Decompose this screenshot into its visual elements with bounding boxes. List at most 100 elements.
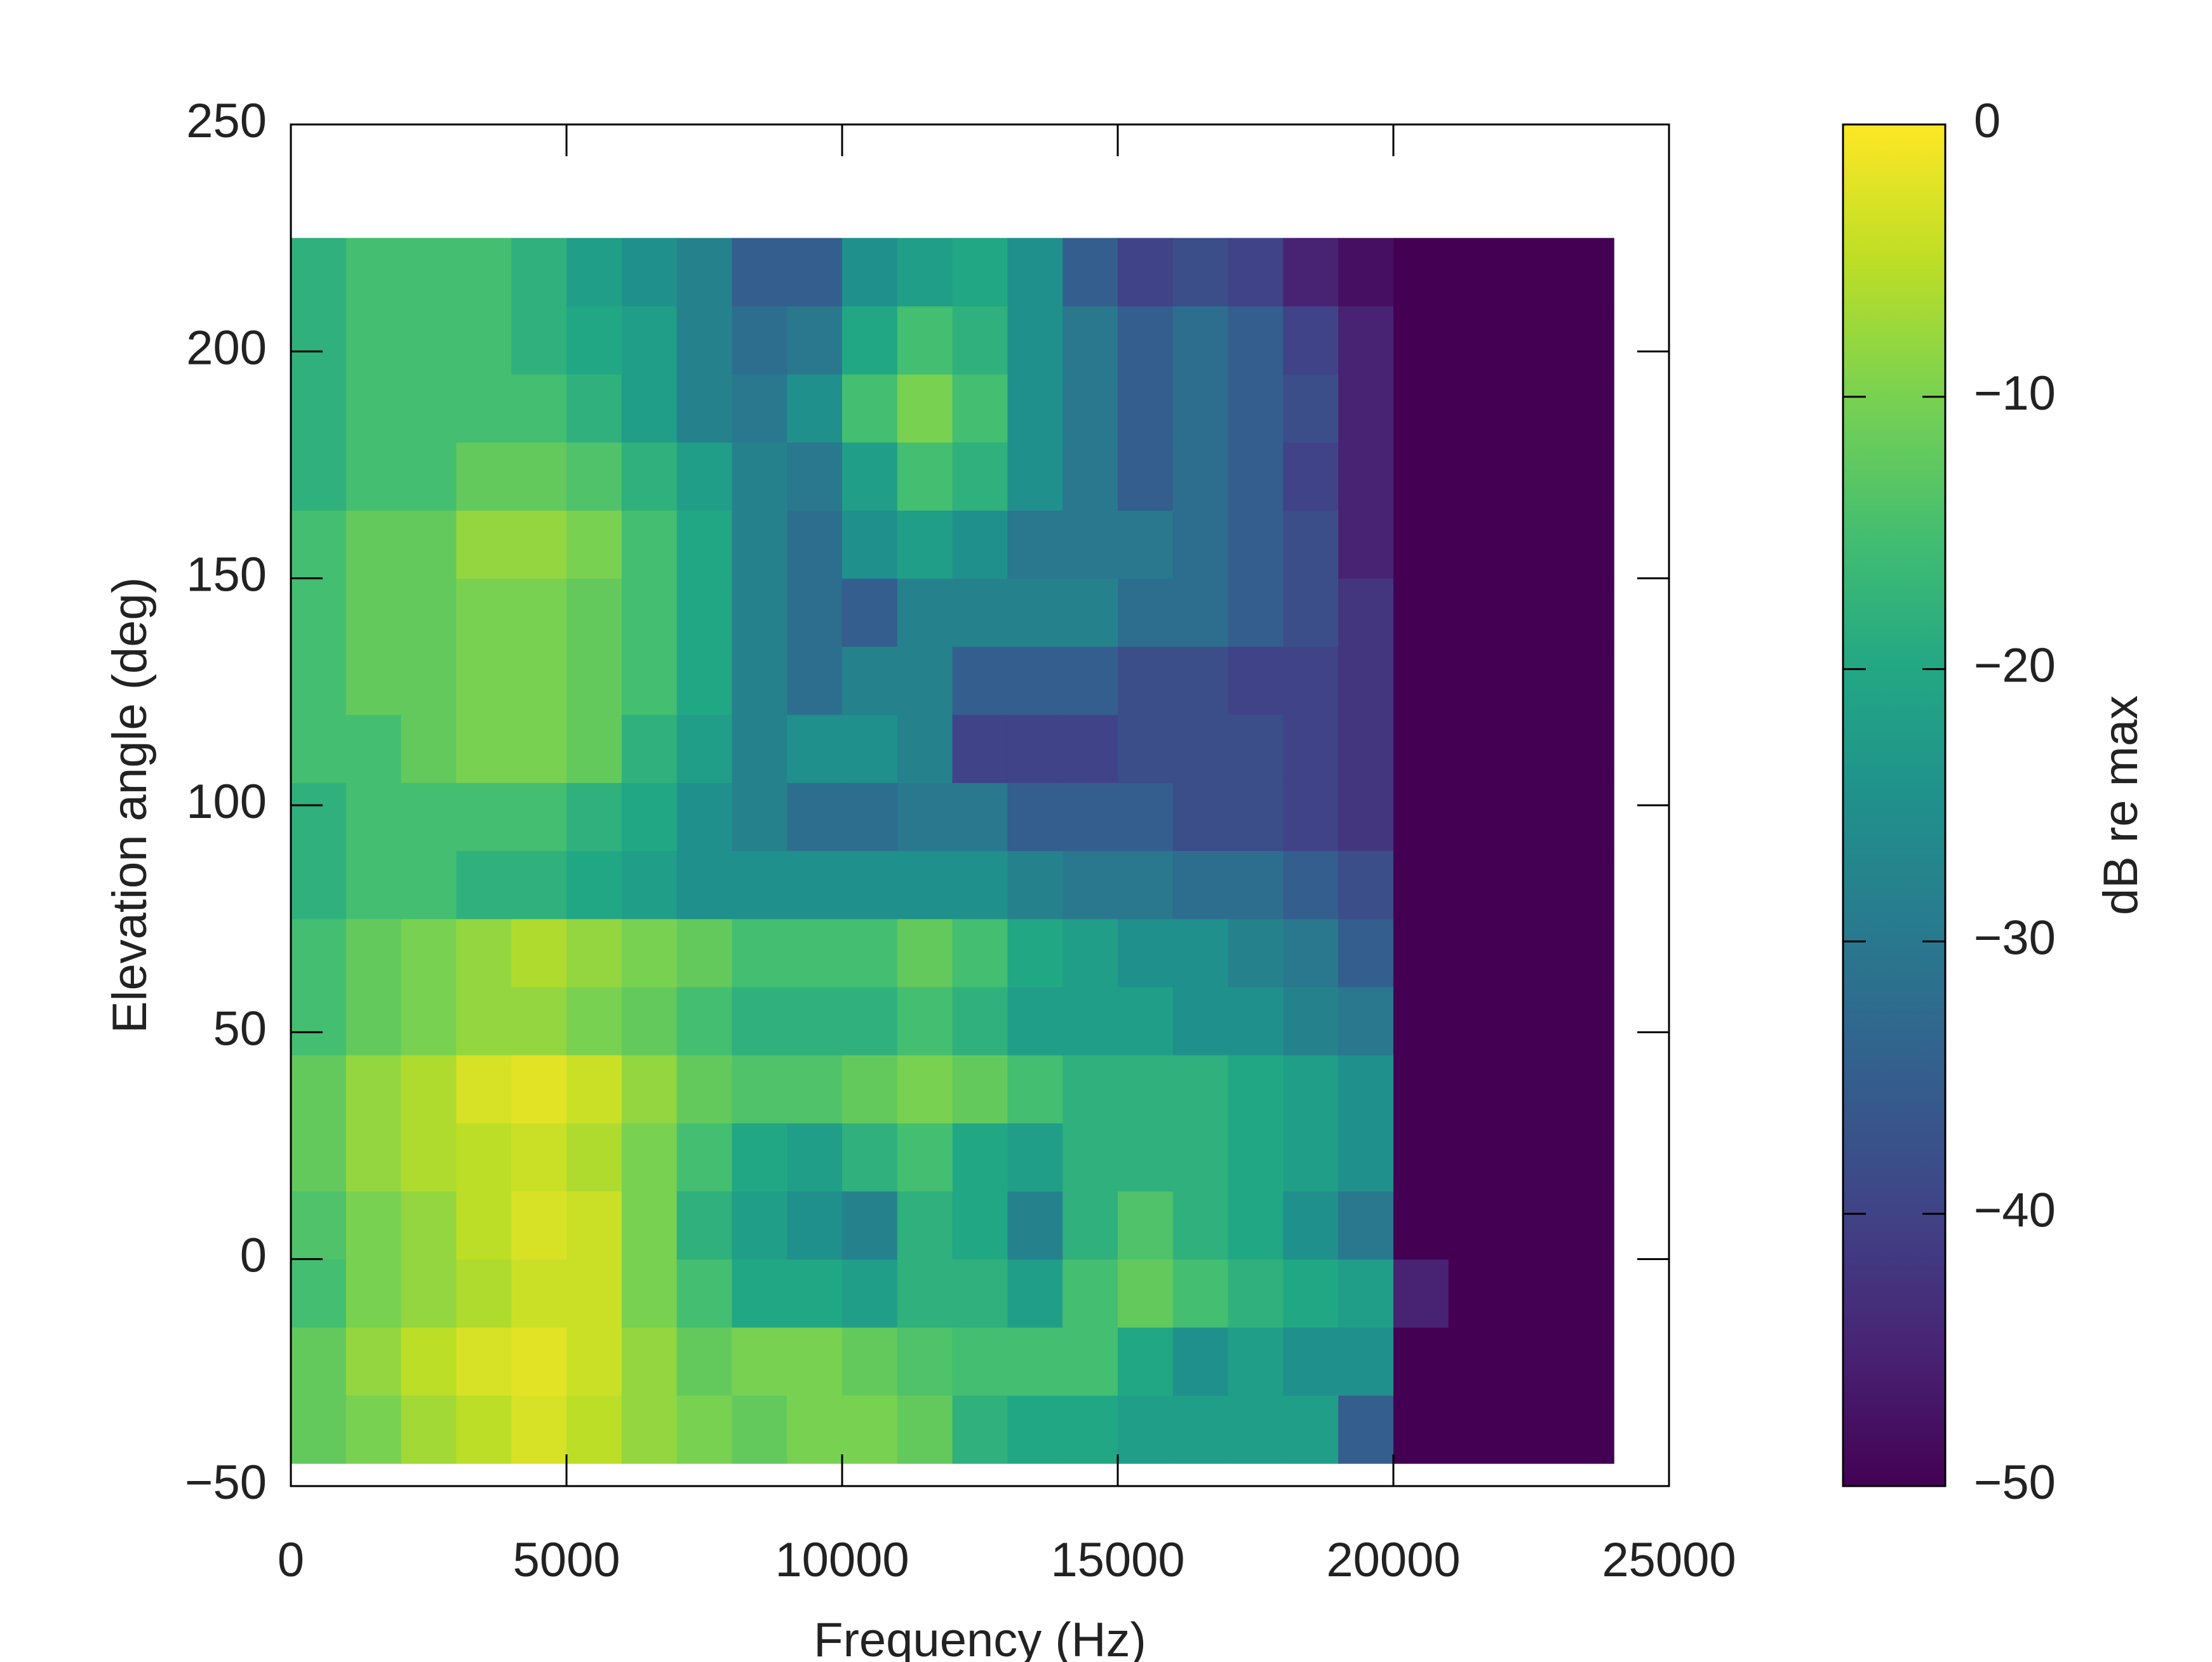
heatmap-cell (566, 1123, 622, 1192)
heatmap-cell (1503, 1259, 1559, 1328)
heatmap-cell (1558, 1191, 1614, 1260)
y-tick-label: 150 (186, 548, 267, 602)
heatmap-cell (566, 442, 622, 511)
heatmap-cell (511, 374, 567, 443)
heatmap-cell (1558, 646, 1614, 715)
heatmap-cell (1118, 374, 1174, 443)
heatmap-cell (621, 918, 678, 988)
heatmap-cell (291, 646, 347, 715)
heatmap-cell (345, 510, 402, 579)
heatmap-cell (1558, 1123, 1614, 1192)
heatmap-cell (952, 1259, 1008, 1328)
heatmap-cell (291, 1327, 347, 1396)
heatmap-cell (897, 442, 953, 511)
heatmap-cell (1283, 1123, 1339, 1192)
heatmap-cell (1393, 374, 1449, 443)
heatmap-cell (1448, 442, 1505, 511)
x-tick-label: 0 (278, 1533, 304, 1587)
heatmap-cell (511, 510, 567, 579)
heatmap-cell (621, 1327, 678, 1396)
heatmap-cell (511, 782, 567, 852)
heatmap-cell (1172, 1259, 1229, 1328)
y-tick-label: −50 (185, 1456, 267, 1510)
heatmap-cell (897, 986, 953, 1056)
heatmap-cell (1503, 374, 1559, 443)
heatmap-cell (1393, 782, 1449, 852)
heatmap-cell (511, 1123, 567, 1192)
heatmap-cell (897, 1259, 953, 1328)
heatmap-cell (732, 1395, 788, 1464)
heatmap-cell (566, 374, 622, 443)
heatmap-cell (1503, 986, 1559, 1056)
heatmap-cell (456, 986, 512, 1056)
heatmap-cell (1503, 918, 1559, 988)
heatmap-cell (897, 305, 953, 375)
heatmap-cell (732, 1055, 788, 1123)
y-tick-label: 200 (186, 321, 267, 375)
heatmap-cell (511, 918, 567, 988)
heatmap-cell (787, 714, 843, 783)
heatmap-cell (1283, 1055, 1339, 1123)
heatmap-cell (1283, 1191, 1339, 1260)
heatmap-cell (842, 850, 898, 920)
colorbar-title: dB re max (2094, 695, 2148, 915)
heatmap-cell (291, 714, 347, 783)
heatmap-cell (566, 1055, 622, 1123)
heatmap-cell (1503, 850, 1559, 920)
heatmap-cell (1228, 1259, 1284, 1328)
heatmap-cell (1062, 1123, 1118, 1192)
heatmap-cell (676, 918, 732, 988)
heatmap-cell (1172, 442, 1229, 511)
heatmap-cell (897, 850, 953, 920)
heatmap-cell (345, 918, 402, 988)
heatmap-cell (897, 374, 953, 443)
heatmap-cell (787, 850, 843, 920)
heatmap-cell (511, 1395, 567, 1464)
heatmap-cell (1007, 782, 1063, 852)
heatmap-cell (1228, 1055, 1284, 1123)
heatmap-cell (345, 442, 402, 511)
heatmap-cell (676, 305, 732, 375)
heatmap-cell (1007, 1395, 1063, 1464)
heatmap-cell (345, 714, 402, 783)
heatmap-cell (732, 305, 788, 375)
heatmap-cell (456, 510, 512, 579)
heatmap-cell (621, 714, 678, 783)
heatmap-cell (401, 442, 457, 511)
heatmap-cell (345, 1327, 402, 1396)
heatmap-cell (842, 1055, 898, 1123)
heatmap-cell (345, 850, 402, 920)
heatmap-cell (1172, 782, 1229, 852)
heatmap-cell (732, 1259, 788, 1328)
heatmap-cell (1393, 238, 1449, 307)
heatmap-cell (1118, 782, 1174, 852)
heatmap-cell (732, 578, 788, 647)
heatmap-cell (1062, 1055, 1118, 1123)
heatmap-cell (1393, 1191, 1449, 1260)
heatmap-cell (291, 1191, 347, 1260)
heatmap-cell (897, 510, 953, 579)
heatmap-cell (787, 1191, 843, 1260)
heatmap-cell (345, 238, 402, 307)
heatmap-cell (732, 1327, 788, 1396)
heatmap-cell (1338, 714, 1394, 783)
heatmap-cell (511, 578, 567, 647)
heatmap-cell (1007, 1055, 1063, 1123)
heatmap-cell (842, 646, 898, 715)
heatmap-cell (1393, 714, 1449, 783)
heatmap-cell (1228, 238, 1284, 307)
heatmap-cell (345, 1395, 402, 1464)
heatmap-cell (1503, 1191, 1559, 1260)
heatmap-cell (1172, 305, 1229, 375)
heatmap-cell (732, 918, 788, 988)
heatmap-cell (1503, 305, 1559, 375)
heatmap-cell (1283, 714, 1339, 783)
heatmap-cell (456, 850, 512, 920)
heatmap-cell (1283, 1259, 1339, 1328)
heatmap-cell (732, 510, 788, 579)
heatmap-cell (897, 714, 953, 783)
heatmap-cell (676, 1123, 732, 1192)
heatmap-cell (676, 1191, 732, 1260)
heatmap-cell (732, 442, 788, 511)
heatmap-cell (291, 305, 347, 375)
